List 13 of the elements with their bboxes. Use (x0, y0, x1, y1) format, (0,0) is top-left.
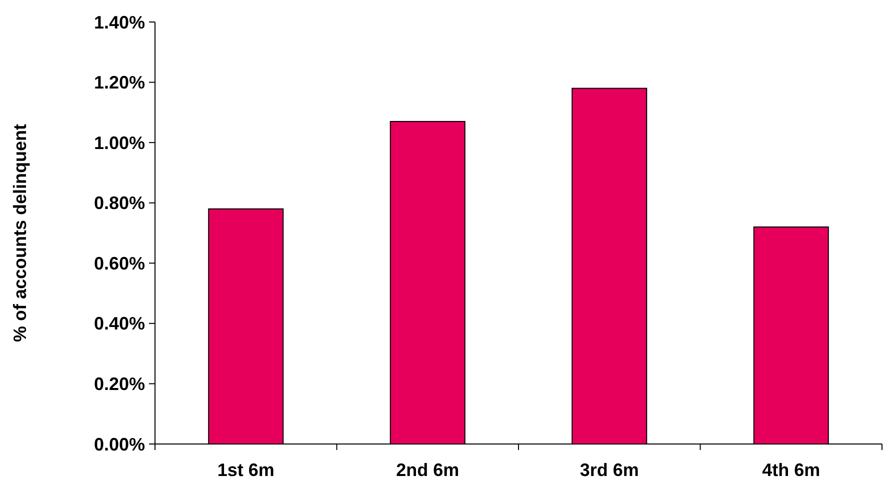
x-tick-label: 1st 6m (217, 460, 274, 480)
x-tick-label: 4th 6m (762, 460, 820, 480)
y-tick-label: 0.40% (94, 314, 145, 334)
y-axis-title: % of accounts delinquent (10, 124, 30, 342)
y-tick-label: 0.80% (94, 193, 145, 214)
y-tick-label: 1.40% (94, 12, 145, 32)
y-tick-label: 1.20% (94, 72, 145, 93)
y-tick-label: 0.60% (94, 253, 145, 274)
x-tick-label: 3rd 6m (580, 460, 639, 480)
x-tick-label: 2nd 6m (396, 460, 460, 480)
y-tick-label: 1.00% (94, 132, 145, 153)
y-tick-label: 0.00% (94, 434, 145, 454)
y-tick-label: 0.20% (94, 374, 145, 394)
